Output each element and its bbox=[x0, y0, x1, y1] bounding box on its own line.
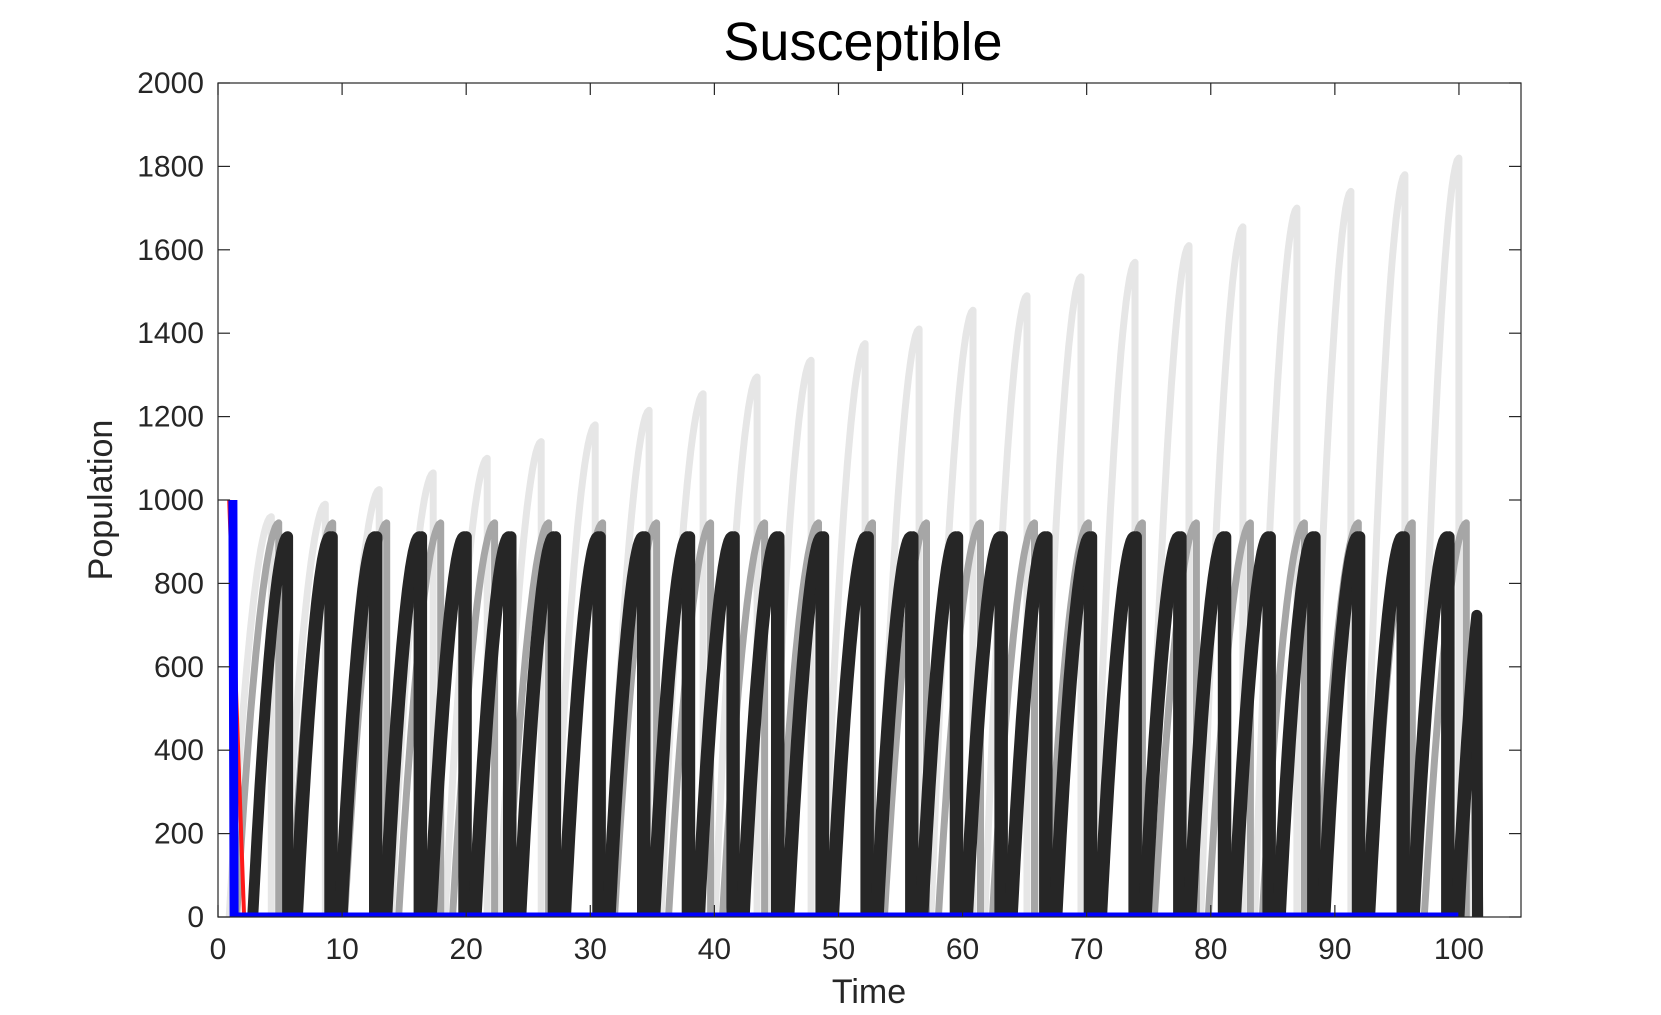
series-layer bbox=[225, 154, 1484, 917]
x-tick-label: 0 bbox=[210, 933, 227, 966]
x-tick-label: 90 bbox=[1318, 933, 1351, 966]
chart-title: Susceptible bbox=[723, 12, 1002, 72]
y-tick-label: 1800 bbox=[137, 150, 204, 183]
y-tick-label: 200 bbox=[154, 818, 204, 851]
series-line-6 bbox=[228, 499, 1459, 917]
x-axis: 0 10 20 30 40 50 60 70 80 90 100 bbox=[210, 83, 1484, 966]
x-tick-label: 80 bbox=[1194, 933, 1227, 966]
y-tick-label: 400 bbox=[154, 734, 204, 767]
x-tick-label: 10 bbox=[325, 933, 358, 966]
series-line-4 bbox=[289, 531, 1484, 917]
y-tick-label: 1600 bbox=[137, 234, 204, 267]
y-axis: 0 200 400 600 800 1000 1200 1400 1600 1800 2000 bbox=[137, 67, 1521, 934]
y-tick-label: 600 bbox=[154, 651, 204, 684]
y-axis-label: Population bbox=[82, 420, 120, 581]
x-tick-label: 100 bbox=[1434, 933, 1484, 966]
x-tick-label: 40 bbox=[698, 933, 731, 966]
x-tick-label: 30 bbox=[574, 933, 607, 966]
y-tick-label: 1000 bbox=[137, 484, 204, 517]
y-tick-label: 1200 bbox=[137, 401, 204, 434]
x-tick-label: 70 bbox=[1070, 933, 1103, 966]
x-tick-label: 20 bbox=[450, 933, 483, 966]
x-tick-label: 60 bbox=[946, 933, 979, 966]
y-tick-label: 0 bbox=[187, 901, 204, 934]
y-tick-label: 1400 bbox=[137, 317, 204, 350]
y-tick-label: 800 bbox=[154, 567, 204, 600]
x-tick-label: 50 bbox=[822, 933, 855, 966]
x-axis-label: Time bbox=[832, 973, 906, 1011]
y-tick-label: 2000 bbox=[137, 67, 204, 100]
